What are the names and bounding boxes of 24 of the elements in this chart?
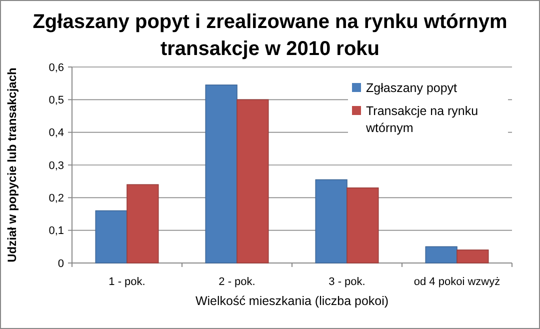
x-tick-label: 3 - pok. — [328, 276, 366, 288]
y-tick-label: 0 — [58, 258, 64, 270]
bar — [315, 179, 348, 264]
bar — [346, 187, 379, 264]
bar — [126, 184, 159, 264]
y-tick-label: 0,2 — [48, 192, 64, 205]
bar — [456, 250, 489, 264]
x-tick-label: 1 - pok. — [108, 276, 146, 288]
y-tick-label: 0,5 — [48, 94, 64, 107]
x-tick-label: od 4 pokoi wzwyż — [414, 276, 500, 288]
chart-title: Zgłaszany popyt i zrealizowane na rynku wtórnym transakcje w 2010 roku — [32, 11, 508, 60]
bar — [205, 84, 238, 264]
bar — [425, 246, 458, 264]
y-tick-label: 0,6 — [48, 62, 64, 74]
x-tick-label: 2 - pok. — [218, 276, 256, 288]
y-tick-label: 0,4 — [48, 127, 64, 140]
bar — [236, 99, 269, 264]
y-tick-label: 0,1 — [48, 225, 64, 238]
legend-label: Zgłaszany popyt — [366, 81, 458, 95]
y-tick-label: 0,3 — [48, 160, 64, 172]
y-axis-title: Udział w popycie lub transakcjach — [5, 68, 19, 262]
bar — [95, 210, 128, 264]
legend-label: Transakcje na rynku wtórnym — [365, 104, 478, 135]
x-axis-title: Wielkość mieszkania (liczba pokoi) — [195, 294, 389, 308]
